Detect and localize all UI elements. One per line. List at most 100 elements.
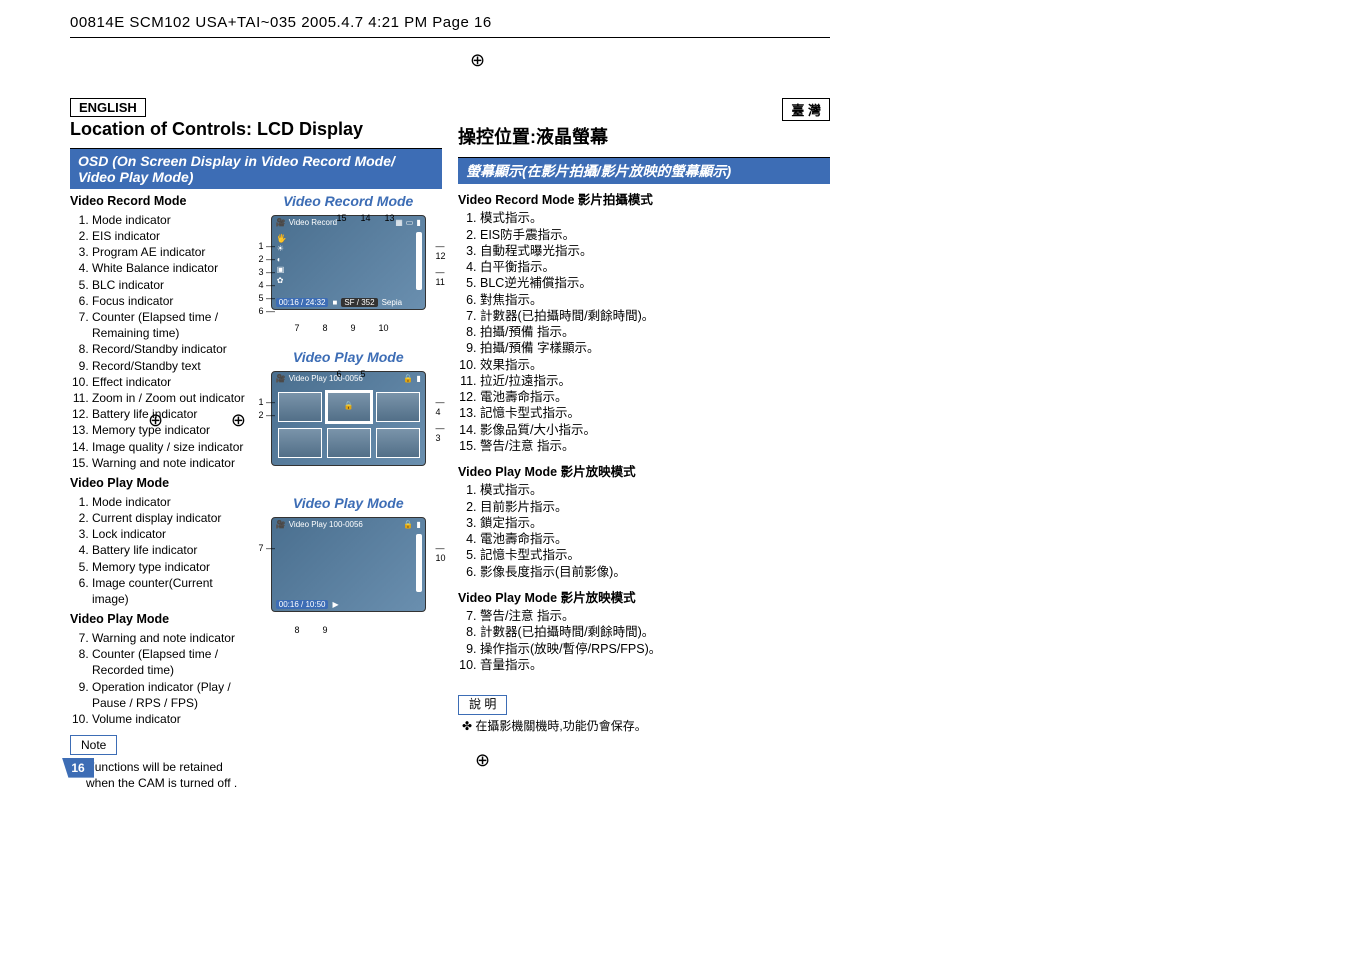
blc-icon: ▣ bbox=[277, 265, 287, 275]
list-item: Program AE indicator bbox=[92, 244, 249, 260]
eis-icon: 🖐 bbox=[277, 234, 287, 244]
list-item: EIS防手震指示。 bbox=[480, 227, 830, 243]
crop-mark-left: ⊕ bbox=[148, 410, 163, 431]
section-title-en: Location of Controls: LCD Display bbox=[70, 119, 442, 140]
crop-mark-right: ⊕ bbox=[231, 410, 246, 431]
play-list-b-en: Warning and note indicatorCounter (Elaps… bbox=[70, 630, 249, 727]
wb-icon: ◐ bbox=[277, 255, 287, 265]
pdf-header: 00814E SCM102 USA+TAI~035 2005.4.7 4:21 … bbox=[70, 10, 830, 38]
list-item: 記憶卡型式指示。 bbox=[480, 547, 830, 563]
section-title-zh: 操控位置:液晶螢幕 bbox=[458, 123, 830, 149]
list-item: 音量指示。 bbox=[480, 657, 830, 673]
list-item: 影像長度指示(目前影像)。 bbox=[480, 564, 830, 580]
osd-heading-en: OSD (On Screen Display in Video Record M… bbox=[70, 149, 442, 189]
diagram-title-record: Video Record Mode bbox=[255, 193, 442, 209]
screen-record: 🎥Video Record ▦▭▮ 🖐 ☀ ◐ ▣ ✿ 00:16 / 24:32 bbox=[271, 215, 426, 310]
play-heading-en: Video Play Mode bbox=[70, 475, 249, 492]
list-item: Focus indicator bbox=[92, 293, 249, 309]
stby-icon: ■ bbox=[332, 298, 337, 307]
list-item: EIS indicator bbox=[92, 228, 249, 244]
list-item: 拍攝/預備 指示。 bbox=[480, 324, 830, 340]
lock-icon: 🔒 bbox=[344, 401, 354, 410]
screen-play-label: Video Play 100-0056 bbox=[289, 520, 363, 529]
list-item: Record/Standby text bbox=[92, 358, 249, 374]
list-item: 自動程式曝光指示。 bbox=[480, 243, 830, 259]
list-item: 電池壽命指示。 bbox=[480, 389, 830, 405]
language-badge-zh: 臺 灣 bbox=[782, 98, 830, 121]
list-item: 拍攝/預備 字樣顯示。 bbox=[480, 340, 830, 356]
list-item: Battery life indicator bbox=[92, 406, 249, 422]
list-item: Mode indicator bbox=[92, 494, 249, 510]
record-list-zh: 模式指示。EIS防手震指示。自動程式曝光指示。白平衡指示。BLC逆光補償指示。對… bbox=[458, 210, 830, 454]
page-number: 16 bbox=[62, 758, 94, 778]
ae-icon: ☀ bbox=[277, 244, 287, 254]
lock-icon: 🔒 bbox=[403, 520, 413, 529]
list-item: 拉近/拉遠指示。 bbox=[480, 373, 830, 389]
list-item: 警告/注意 指示。 bbox=[480, 608, 830, 624]
diagram-title-play1: Video Play Mode bbox=[255, 349, 442, 365]
play-list-a-en: Mode indicatorCurrent display indicatorL… bbox=[70, 494, 249, 607]
sf-chip: SF / 352 bbox=[341, 298, 377, 307]
battery-icon: ▮ bbox=[416, 218, 420, 227]
list-item: White Balance indicator bbox=[92, 260, 249, 276]
list-item: 警告/注意 指示。 bbox=[480, 438, 830, 454]
list-item: Operation indicator (Play / Pause / RPS … bbox=[92, 679, 249, 711]
list-item: BLC indicator bbox=[92, 277, 249, 293]
list-item: Image quality / size indicator bbox=[92, 439, 249, 455]
list-item: 模式指示。 bbox=[480, 210, 830, 226]
video-icon: 🎥 bbox=[276, 374, 286, 383]
note-label-en: Note bbox=[70, 735, 117, 755]
list-item: 對焦指示。 bbox=[480, 292, 830, 308]
list-item: Warning and note indicator bbox=[92, 630, 249, 646]
list-item: 記憶卡型式指示。 bbox=[480, 405, 830, 421]
list-item: 目前影片指示。 bbox=[480, 499, 830, 515]
list-item: 模式指示。 bbox=[480, 482, 830, 498]
list-item: 鎖定指示。 bbox=[480, 515, 830, 531]
record-list-en: Mode indicatorEIS indicatorProgram AE in… bbox=[70, 212, 249, 471]
crop-mark-bottom: ⊕ bbox=[475, 750, 490, 771]
focus-icon: ✿ bbox=[277, 276, 287, 286]
list-item: Lock indicator bbox=[92, 526, 249, 542]
list-item: 白平衡指示。 bbox=[480, 259, 830, 275]
list-item: Memory type indicator bbox=[92, 422, 249, 438]
battery-icon: ▮ bbox=[416, 374, 420, 383]
record-heading-zh: Video Record Mode 影片拍攝模式 bbox=[458, 192, 830, 208]
list-item: 計數器(已拍攝時間/剩餘時間)。 bbox=[480, 624, 830, 640]
play-icon: ▶ bbox=[332, 600, 338, 609]
list-item: Current display indicator bbox=[92, 510, 249, 526]
video-icon: 🎥 bbox=[276, 520, 286, 529]
play-heading2-en: Video Play Mode bbox=[70, 611, 249, 628]
play-heading-zh: Video Play Mode 影片放映模式 bbox=[458, 464, 830, 480]
play-list-a-zh: 模式指示。目前影片指示。鎖定指示。電池壽命指示。記憶卡型式指示。影像長度指示(目… bbox=[458, 482, 830, 580]
list-item: 影像品質/大小指示。 bbox=[480, 422, 830, 438]
card-icon: ▭ bbox=[406, 218, 414, 227]
play-list-b-zh: 警告/注意 指示。計數器(已拍攝時間/剩餘時間)。操作指示(放映/暫停/RPS/… bbox=[458, 608, 830, 673]
lock-icon: 🔒 bbox=[403, 374, 413, 383]
screen-play-label: Video Play 100-0056 bbox=[289, 374, 363, 383]
list-item: Mode indicator bbox=[92, 212, 249, 228]
effect-label: Sepia bbox=[382, 298, 402, 307]
list-item: Zoom in / Zoom out indicator bbox=[92, 390, 249, 406]
list-item: 計數器(已拍攝時間/剩餘時間)。 bbox=[480, 308, 830, 324]
screen-play-single: 🎥Video Play 100-0056🔒▮ 00:16 / 10:50 ▶ bbox=[271, 517, 426, 612]
list-item: 效果指示。 bbox=[480, 357, 830, 373]
list-item: BLC逆光補償指示。 bbox=[480, 275, 830, 291]
list-item: Volume indicator bbox=[92, 711, 249, 727]
zoom-bar-icon bbox=[416, 232, 422, 290]
counter-chip: 00:16 / 24:32 bbox=[276, 298, 329, 307]
list-item: Memory type indicator bbox=[92, 559, 249, 575]
screen-mode-label: Video Record bbox=[289, 218, 337, 227]
list-item: Record/Standby indicator bbox=[92, 341, 249, 357]
list-item: Counter (Elapsed time / Remaining time) bbox=[92, 309, 249, 341]
play-heading2-zh: Video Play Mode 影片放映模式 bbox=[458, 590, 830, 606]
screen-play-grid: 🎥Video Play 100-0056🔒▮ 🔒 bbox=[271, 371, 426, 466]
list-item: Effect indicator bbox=[92, 374, 249, 390]
note-text-zh: ✤ 在攝影機關機時,功能仍會保存。 bbox=[458, 719, 830, 735]
video-icon: 🎥 bbox=[276, 218, 286, 227]
quality-icon: ▦ bbox=[395, 218, 403, 227]
osd-heading-zh: 螢幕顯示(在影片拍攝/影片放映的螢幕顯示) bbox=[458, 158, 830, 184]
note-label-zh: 說 明 bbox=[458, 695, 507, 715]
language-badge-en: ENGLISH bbox=[70, 98, 146, 117]
note-text-en: ✤ Functions will be retained when the CA… bbox=[70, 759, 249, 791]
volume-bar-icon bbox=[416, 534, 422, 592]
